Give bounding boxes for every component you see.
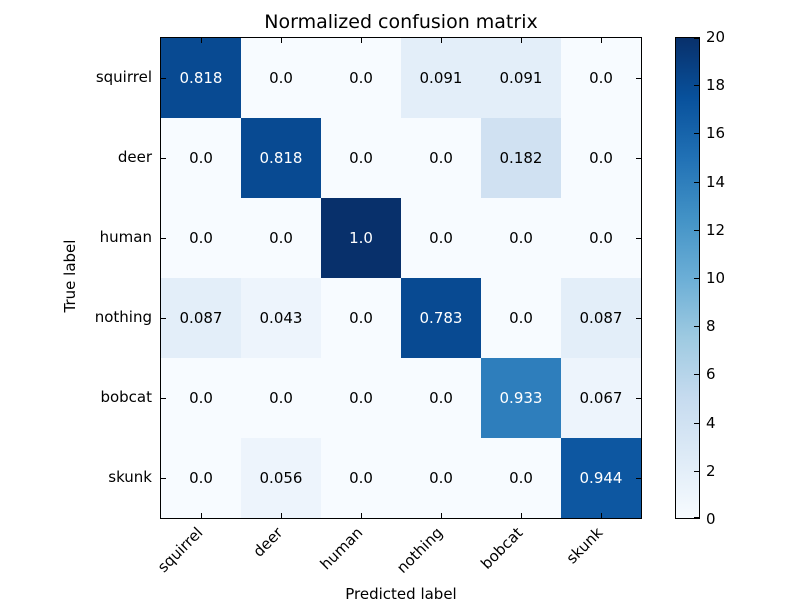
matrix-cell-skunk-deer: 0.056 [241, 438, 321, 518]
axis-tick [636, 237, 641, 239]
y-tick-label-squirrel: squirrel [95, 68, 152, 86]
colorbar-tick [694, 229, 699, 231]
matrix-cell-skunk-human: 0.0 [321, 438, 401, 518]
axis-tick [600, 513, 602, 518]
matrix-cell-nothing-human: 0.0 [321, 278, 401, 358]
x-axis-label: Predicted label [345, 585, 457, 603]
colorbar-tick-label: 10 [706, 269, 726, 287]
colorbar-tick-label: 14 [706, 172, 726, 191]
axis-tick [161, 397, 166, 399]
colorbar-tick-label: 18 [706, 76, 726, 95]
matrix-cell-squirrel-deer: 0.0 [241, 38, 321, 118]
axis-tick [520, 38, 522, 43]
axis-tick [636, 477, 641, 479]
heatmap-grid: 0.818 0.0 0.0 0.091 0.091 0.0 0.0 0.818 0.0 0.0 0.… [161, 38, 641, 518]
colorbar-tick-label: 4 [706, 413, 716, 432]
matrix-cell-bobcat-nothing: 0.0 [401, 358, 481, 438]
matrix-cell-bobcat-deer: 0.0 [241, 358, 321, 438]
axis-tick [636, 317, 641, 319]
axis-tick [360, 513, 362, 518]
matrix-cell-nothing-skunk: 0.087 [561, 278, 641, 358]
colorbar-tick-label: 16 [706, 124, 726, 143]
axis-tick [200, 513, 202, 518]
matrix-cell-skunk-squirrel: 0.0 [161, 438, 241, 518]
confusion-matrix-figure: Normalized confusion matrix True label 0… [61, 11, 726, 603]
matrix-cell-squirrel-bobcat: 0.091 [481, 38, 561, 118]
axis-tick [161, 77, 166, 79]
colorbar-tick-label: 12 [706, 220, 726, 239]
colorbar-tick [694, 470, 699, 472]
matrix-cell-nothing-bobcat: 0.0 [481, 278, 561, 358]
matrix-cell-nothing-deer: 0.043 [241, 278, 321, 358]
colorbar-tick-label: 20 [706, 28, 726, 46]
y-tick-label-human: human [99, 228, 152, 246]
matrix-cell-deer-human: 0.0 [321, 118, 401, 198]
colorbar-tick [694, 38, 699, 39]
matrix-cell-deer-bobcat: 0.182 [481, 118, 561, 198]
colorbar-tick [694, 374, 699, 376]
matrix-cell-squirrel-human: 0.0 [321, 38, 401, 118]
matrix-cell-human-skunk: 0.0 [561, 198, 641, 278]
matrix-cell-nothing-nothing: 0.783 [401, 278, 481, 358]
axis-tick [161, 157, 166, 159]
axis-tick [636, 397, 641, 399]
matrix-cell-skunk-nothing: 0.0 [401, 438, 481, 518]
matrix-cell-deer-nothing: 0.0 [401, 118, 481, 198]
colorbar-tick [694, 517, 699, 518]
axis-tick [636, 77, 641, 79]
matrix-cell-skunk-bobcat: 0.0 [481, 438, 561, 518]
matrix-cell-human-human: 1.0 [321, 198, 401, 278]
matrix-cell-human-bobcat: 0.0 [481, 198, 561, 278]
axis-tick [161, 317, 166, 319]
axis-tick [280, 38, 282, 43]
y-tick-label-deer: deer [117, 148, 152, 166]
axis-tick [280, 513, 282, 518]
axis-tick [200, 38, 202, 43]
chart-title: Normalized confusion matrix [264, 11, 538, 33]
heatmap-plot: 0.818 0.0 0.0 0.091 0.091 0.0 0.0 0.818 0.0 0.0 0.… [160, 37, 642, 519]
matrix-cell-deer-skunk: 0.0 [561, 118, 641, 198]
axis-tick [440, 38, 442, 43]
matrix-cell-nothing-squirrel: 0.087 [161, 278, 241, 358]
matrix-cell-deer-deer: 0.818 [241, 118, 321, 198]
colorbar-tick [694, 181, 699, 183]
y-axis-label: True label [61, 239, 79, 313]
matrix-cell-squirrel-skunk: 0.0 [561, 38, 641, 118]
matrix-cell-bobcat-skunk: 0.067 [561, 358, 641, 438]
y-tick-label-bobcat: bobcat [100, 388, 152, 406]
axis-tick [360, 38, 362, 43]
matrix-cell-deer-squirrel: 0.0 [161, 118, 241, 198]
colorbar-tick [694, 85, 699, 87]
matrix-cell-squirrel-squirrel: 0.818 [161, 38, 241, 118]
matrix-cell-squirrel-nothing: 0.091 [401, 38, 481, 118]
y-tick-label-skunk: skunk [108, 468, 152, 486]
colorbar-tick-label: 6 [706, 365, 716, 384]
colorbar-tick [694, 133, 699, 135]
colorbar-tick-label: 0 [706, 510, 716, 528]
axis-tick [520, 513, 522, 518]
axis-tick [161, 477, 166, 479]
colorbar-tick-label: 8 [706, 317, 716, 336]
colorbar-tick [694, 422, 699, 424]
colorbar-tick [694, 326, 699, 328]
axis-tick [636, 157, 641, 159]
matrix-cell-skunk-skunk: 0.944 [561, 438, 641, 518]
matrix-cell-bobcat-human: 0.0 [321, 358, 401, 438]
axis-tick [600, 38, 602, 43]
matrix-cell-human-nothing: 0.0 [401, 198, 481, 278]
axis-tick [161, 237, 166, 239]
matrix-cell-human-deer: 0.0 [241, 198, 321, 278]
colorbar-tick [694, 278, 699, 279]
matrix-cell-human-squirrel: 0.0 [161, 198, 241, 278]
colorbar-tick-label: 2 [706, 461, 716, 480]
matrix-cell-bobcat-squirrel: 0.0 [161, 358, 241, 438]
y-tick-label-nothing: nothing [94, 308, 152, 326]
matrix-cell-bobcat-bobcat: 0.933 [481, 358, 561, 438]
axis-tick [440, 513, 442, 518]
